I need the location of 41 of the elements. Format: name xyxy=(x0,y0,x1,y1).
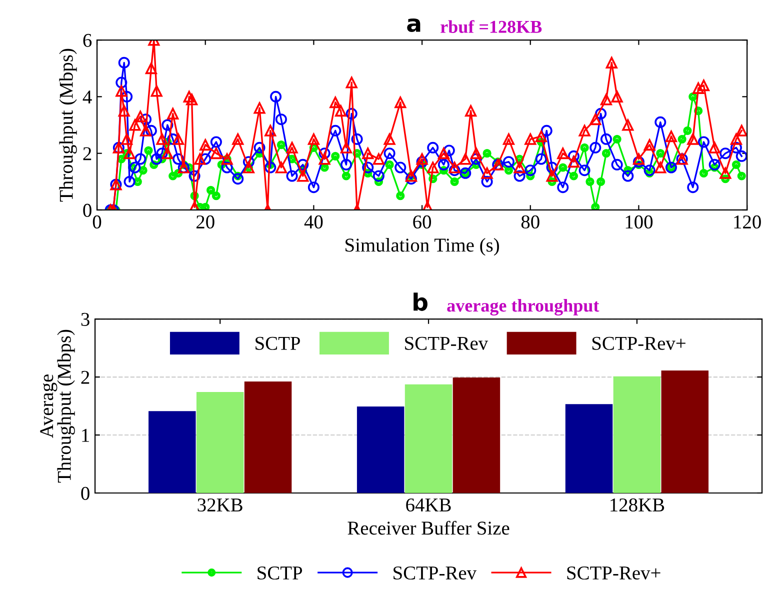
x-tick-label: 20 xyxy=(196,215,214,229)
y-axis-title: Average Throughput (Mbps) xyxy=(40,330,75,483)
bar xyxy=(244,382,292,493)
y-tick-label: 3 xyxy=(81,312,90,326)
x-tick-label: 60 xyxy=(413,215,432,229)
chart-title: b xyxy=(414,292,428,311)
legend-label: SCTP xyxy=(256,336,300,350)
x-tick-label: 40 xyxy=(304,215,323,229)
y-tick-label: 6 xyxy=(83,34,92,47)
chart-title: a xyxy=(407,18,420,32)
legend-label: SCTP-Rev xyxy=(394,566,477,580)
x-tick-label: 100 xyxy=(626,215,653,229)
legend-label: SCTP-Rev xyxy=(405,336,488,350)
x-tick-label: 128KB xyxy=(610,498,664,512)
x-tick-label: 64KB xyxy=(406,498,451,512)
legend-label: SCTP xyxy=(258,566,302,580)
y-tick-label: 1 xyxy=(82,428,90,442)
bar xyxy=(356,406,404,493)
x-tick-label: 120 xyxy=(734,215,761,229)
y-tick-label: 2 xyxy=(81,370,90,384)
y-axis-title: Throughput (Mbps) xyxy=(59,48,77,202)
bar xyxy=(613,376,661,493)
y-tick-label: 4 xyxy=(82,90,92,104)
x-tick-label: 32KB xyxy=(198,498,242,512)
legend-label: SCTP-Rev+ xyxy=(567,566,660,580)
chart-subtitle: average throughput xyxy=(447,299,600,316)
x-tick-label: 80 xyxy=(521,215,540,229)
x-axis-title: Receiver Buffer Size xyxy=(348,520,510,535)
bar xyxy=(404,384,452,493)
legend-label: SCTP-Rev+ xyxy=(592,336,686,350)
y-tick-label: 2 xyxy=(83,147,92,160)
x-tick-label: 0 xyxy=(92,215,102,229)
bar xyxy=(148,411,196,493)
bar xyxy=(196,392,244,493)
x-axis-title: Simulation Time (s) xyxy=(346,238,499,256)
bar xyxy=(661,370,709,493)
bar xyxy=(452,377,500,493)
y-tick-label: 0 xyxy=(83,204,92,217)
bar xyxy=(565,404,613,493)
y-tick-label: 0 xyxy=(81,486,90,500)
chart-subtitle: rbuf =128KB xyxy=(440,20,542,33)
